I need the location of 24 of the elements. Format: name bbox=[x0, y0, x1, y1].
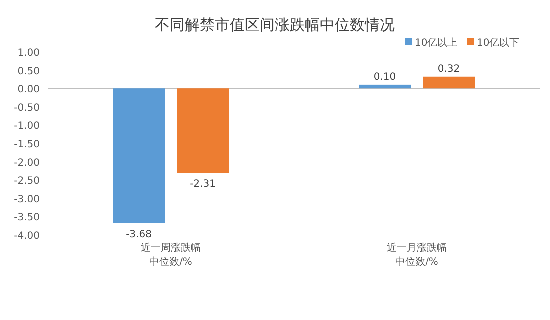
legend-label: 10亿以下 bbox=[477, 37, 520, 49]
data-label: 0.10 bbox=[374, 72, 396, 83]
y-tick-label: 0.00 bbox=[18, 84, 40, 96]
data-label: 0.32 bbox=[438, 64, 460, 75]
data-label: -3.68 bbox=[126, 229, 152, 240]
y-tick-label: 0.50 bbox=[18, 66, 40, 78]
y-tick-label: -2.50 bbox=[14, 176, 40, 188]
y-tick-label: 1.00 bbox=[18, 48, 40, 59]
x-tick-label: 近一月涨跌幅中位数/% bbox=[387, 242, 447, 268]
y-tick-label: -1.50 bbox=[14, 140, 40, 150]
legend-label: 10亿以上 bbox=[415, 37, 458, 49]
bar bbox=[423, 76, 475, 89]
y-tick-label: -1.00 bbox=[14, 121, 40, 132]
chart-title: 不同解禁市值区间涨跌幅中位数情况 bbox=[155, 16, 395, 34]
y-tick-label: -2.00 bbox=[14, 158, 40, 169]
y-tick-label: -0.50 bbox=[14, 102, 40, 114]
bar bbox=[359, 84, 411, 89]
y-tick-label: -3.00 bbox=[14, 194, 40, 206]
y-tick-label: -3.50 bbox=[14, 212, 40, 224]
y-tick-label: -4.00 bbox=[14, 231, 40, 242]
bar bbox=[113, 88, 165, 224]
data-label: -2.31 bbox=[190, 179, 216, 190]
bar bbox=[177, 88, 229, 174]
x-tick-label: 近一周涨跌幅中位数/% bbox=[141, 242, 201, 268]
